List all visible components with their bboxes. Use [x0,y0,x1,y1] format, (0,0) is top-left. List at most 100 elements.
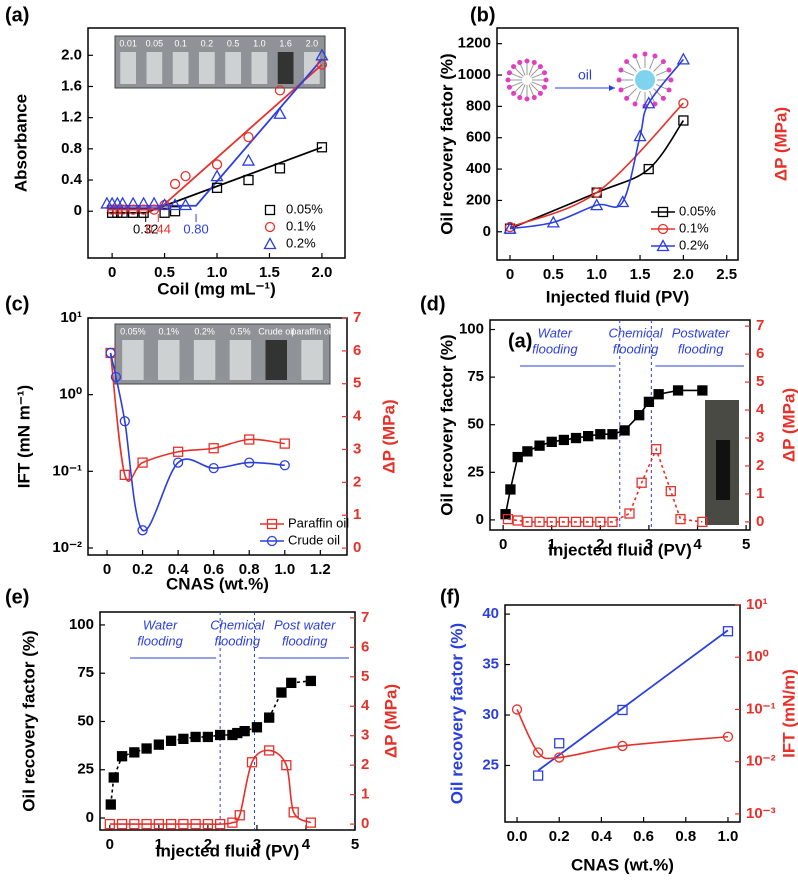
x-tick-label: 1.5 [259,264,280,281]
marker [141,743,152,754]
inset-label: 0.5 [227,38,240,48]
marker [678,98,689,109]
micelle-head [660,95,666,101]
vial [158,340,180,380]
y-tick-label: 1200 [458,35,491,52]
marker [591,187,602,198]
x-axis-label: Injected fluid (PV) [546,287,690,306]
y2-tick-label: 7 [361,609,369,626]
micelle-head [632,101,638,107]
x-tick-label: 1.0 [718,828,739,845]
phase-label: flooding [215,633,261,648]
vial [199,52,215,84]
vial [277,52,294,84]
marker [643,163,654,175]
x-tick-label: 4 [302,836,311,853]
micelle-tail [653,62,663,72]
marker [583,516,594,528]
y-tick-label: 1000 [458,66,491,83]
marker [241,153,256,166]
marker [168,198,182,211]
x-tick-label: 0.8 [239,561,260,578]
micelle-head [537,64,543,70]
y-tick-label: 2.0 [61,46,82,63]
marker [697,385,708,396]
marker [546,436,557,447]
y-tick-label: 400 [466,160,491,177]
marker [651,444,662,455]
x-tick-label: 1.0 [274,561,295,578]
legend-label: 0.05% [679,203,716,218]
marker [243,174,254,186]
y2-tick-label: 5 [361,668,369,685]
vial [146,52,163,84]
marker [214,818,226,830]
x-tick-label: 0.5 [543,266,564,283]
series-line [507,446,703,523]
micelle-tail [627,62,637,72]
marker [202,731,214,743]
marker [558,434,570,446]
marker [274,85,286,96]
marker [522,446,533,457]
marker [512,451,523,463]
micelle-tail [511,81,523,87]
x-tick-label: 5 [351,836,359,853]
y2-tick-label: 2 [361,756,369,773]
panel-label: (f) [440,586,460,608]
series-line [509,58,685,230]
marker [246,757,258,768]
marker [502,513,514,525]
micelle-head [542,70,548,76]
marker [722,731,734,742]
photo-inset [716,440,730,500]
inset-label: 1.0 [253,38,266,48]
micelle-tail [655,70,668,76]
marker [129,747,140,758]
x-tick-label: 1.0 [207,264,228,281]
series-line [109,352,285,532]
x-axis-label: CNAS (wt.%) [571,855,674,874]
marker [316,142,328,153]
y-tick-label: 600 [466,129,491,146]
vial [122,340,144,380]
micelle-head [618,87,624,93]
marker [305,675,317,687]
series-line [509,120,685,230]
marker [208,443,219,454]
micelle-tail [655,84,668,90]
x-tick-label: 3 [253,836,261,853]
x-tick-label: 2 [204,836,212,853]
marker [211,159,223,170]
inset-label: 0.5% [230,326,251,336]
marker [617,740,628,752]
y-tick-label: 35 [482,656,499,673]
y2-tick-label: 10⁻² [746,753,776,770]
micelle-head [624,95,630,101]
x-tick-label: 0 [106,836,114,853]
marker [243,132,254,143]
marker [590,198,604,211]
micelle-head [511,64,517,70]
inset-label: 0.05% [120,326,146,336]
legend-marker [657,223,669,235]
marker [643,396,655,408]
marker [202,818,214,830]
panel-label: (c) [5,293,29,315]
micelle-tail [528,84,534,96]
x-tick-label: 1 [548,536,556,553]
x-tick-label: 0 [506,266,514,283]
plot-frame [504,604,741,823]
x-tick-label: 0.4 [591,828,613,845]
x-tick-label: 1 [155,836,163,853]
x-tick-label: 0.6 [203,561,224,578]
y2-tick-label: 1 [361,786,369,803]
x-tick-label: 0 [103,561,111,578]
y2-tick-label: 6 [756,345,764,362]
plot-frame [496,27,739,261]
y-tick-label: 0 [476,511,484,528]
marker [505,484,516,495]
marker [244,457,255,468]
y2-axis-label: ΔP (MPa) [779,388,798,462]
